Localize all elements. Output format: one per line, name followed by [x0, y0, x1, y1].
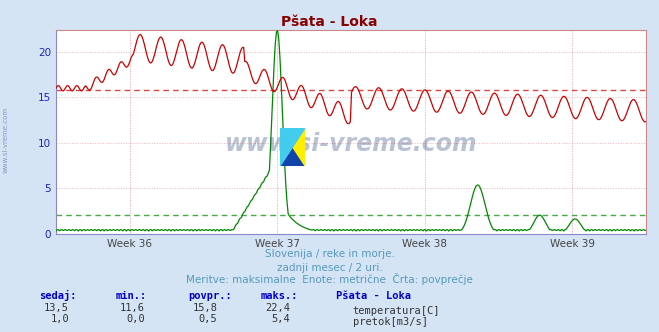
Text: 15,8: 15,8 [192, 303, 217, 313]
Text: Slovenija / reke in morje.: Slovenija / reke in morje. [264, 249, 395, 259]
Text: 5,4: 5,4 [272, 314, 290, 324]
Polygon shape [280, 128, 305, 166]
Text: temperatura[C]: temperatura[C] [353, 306, 440, 316]
Text: povpr.:: povpr.: [188, 291, 231, 301]
Text: pretok[m3/s]: pretok[m3/s] [353, 317, 428, 327]
Text: 0,5: 0,5 [199, 314, 217, 324]
Polygon shape [280, 128, 305, 166]
Text: 0,0: 0,0 [127, 314, 145, 324]
Text: zadnji mesec / 2 uri.: zadnji mesec / 2 uri. [277, 263, 382, 273]
Text: sedaj:: sedaj: [40, 290, 77, 301]
Text: Pšata - Loka: Pšata - Loka [336, 291, 411, 301]
Text: www.si-vreme.com: www.si-vreme.com [2, 106, 9, 173]
Text: maks.:: maks.: [260, 291, 298, 301]
Text: 22,4: 22,4 [265, 303, 290, 313]
Text: min.:: min.: [115, 291, 146, 301]
Text: 1,0: 1,0 [51, 314, 69, 324]
Text: 11,6: 11,6 [120, 303, 145, 313]
Text: www.si-vreme.com: www.si-vreme.com [225, 132, 477, 156]
Text: Meritve: maksimalne  Enote: metrične  Črta: povprečje: Meritve: maksimalne Enote: metrične Črta… [186, 273, 473, 285]
Text: Pšata - Loka: Pšata - Loka [281, 15, 378, 29]
Text: 13,5: 13,5 [44, 303, 69, 313]
